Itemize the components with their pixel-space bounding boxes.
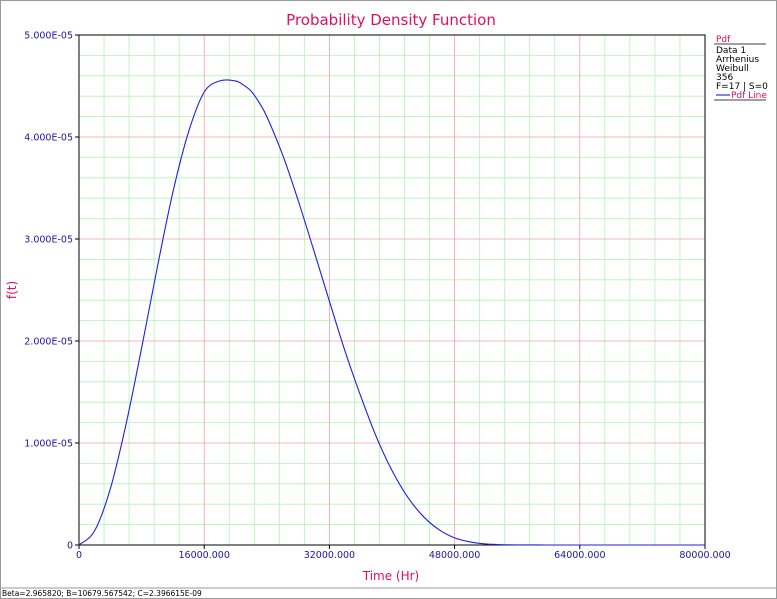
x-tick-label: 64000.000 — [554, 550, 605, 561]
legend-line: Data 1 — [716, 46, 746, 56]
y-tick-label: 0 — [67, 541, 73, 552]
legend: Pdf Data 1 Arrhenius Weibull 356 F=17 | … — [714, 35, 768, 101]
y-tick-label: 4.000E-05 — [24, 133, 73, 144]
plot-area — [78, 34, 706, 546]
y-tick-label: 3.000E-05 — [24, 235, 73, 246]
y-tick-label: 1.000E-05 — [24, 439, 73, 450]
y-axis-label: f(t) — [5, 281, 19, 299]
chart-title: Probability Density Function — [286, 11, 496, 29]
legend-line: 356 — [716, 73, 733, 83]
x-tick-label: 48000.000 — [429, 550, 480, 561]
major-grid — [79, 35, 705, 545]
y-axis-ticks: 0 1.000E-05 2.000E-05 3.000E-05 4.000E-05 5.0… — [24, 31, 79, 552]
y-tick-label: 2.000E-05 — [24, 337, 73, 348]
x-axis-label: Time (Hr) — [362, 569, 420, 583]
x-tick-label: 16000.000 — [179, 550, 230, 561]
x-tick-label: 80000.000 — [679, 550, 730, 561]
legend-line: F=17 | S=0 — [716, 82, 768, 92]
y-tick-label: 5.000E-05 — [24, 31, 73, 42]
minor-grid — [79, 35, 705, 545]
pdf-line-series — [78, 79, 705, 546]
legend-line: Arrhenius — [716, 55, 759, 65]
footer-parameters: Beta=2.965820; B=10679.567542; C=2.39661… — [2, 589, 202, 598]
legend-header: Pdf — [716, 35, 731, 45]
x-axis-ticks: 0 16000.000 32000.000 48000.000 64000.000 800… — [76, 545, 731, 561]
x-tick-label: 32000.000 — [304, 550, 355, 561]
legend-line: Weibull — [716, 64, 749, 74]
x-tick-label: 0 — [76, 550, 82, 561]
legend-series-label: Pdf Line — [731, 91, 767, 101]
